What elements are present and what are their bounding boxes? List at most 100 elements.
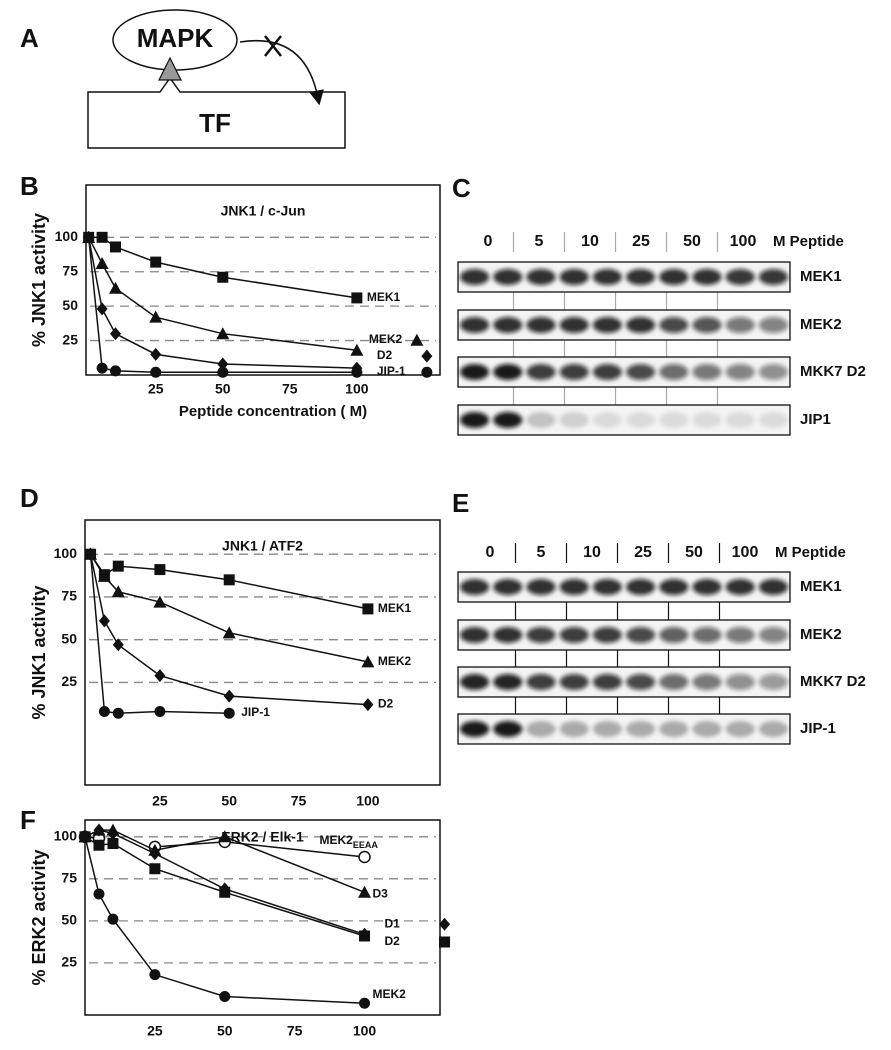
legend-marker — [439, 936, 451, 948]
y-tick-label: 25 — [61, 673, 77, 689]
tf-box — [87, 76, 346, 149]
band — [692, 364, 722, 380]
band — [692, 674, 722, 690]
series-line — [89, 553, 369, 663]
x-tick-label: 25 — [148, 381, 164, 397]
band — [459, 674, 490, 690]
data-point — [97, 569, 111, 582]
band — [526, 627, 556, 643]
legend-marker — [421, 366, 433, 378]
band — [758, 721, 789, 737]
data-point — [150, 347, 162, 361]
x-tick-label: 100 — [353, 1023, 377, 1039]
data-point — [107, 826, 119, 840]
data-point — [216, 327, 230, 340]
lane-label: 0 — [486, 544, 495, 561]
band — [559, 317, 589, 333]
band — [493, 579, 523, 595]
band — [758, 579, 789, 595]
panel-label: B — [20, 171, 39, 201]
band — [625, 412, 656, 428]
data-point — [85, 548, 97, 560]
data-point — [359, 997, 371, 1009]
lane-label: 25 — [634, 544, 652, 561]
x-tick-label: 75 — [282, 381, 298, 397]
x-tick-label: 75 — [287, 1023, 303, 1039]
data-point — [98, 614, 110, 628]
band — [493, 627, 523, 643]
lane-label: 0 — [484, 233, 493, 250]
plot-frame — [85, 184, 441, 376]
band — [625, 364, 656, 380]
series-name: D3 — [373, 886, 389, 900]
chart-title: JNK1 / c-Jun — [221, 203, 306, 219]
series-line — [84, 836, 365, 1004]
lane-label: 100 — [732, 544, 759, 561]
band — [526, 269, 556, 285]
y-axis-label: % JNK1 activity — [29, 213, 49, 347]
band — [659, 627, 689, 643]
series-line — [87, 237, 357, 369]
series-label: MEK1 — [367, 290, 401, 304]
plot-frame — [84, 819, 441, 1016]
y-tick-label: 50 — [61, 912, 77, 928]
series-name: MEK2 — [320, 833, 354, 847]
data-point — [217, 366, 229, 378]
y-axis-label: % JNK1 activity — [29, 585, 49, 719]
series-name: D1 — [385, 916, 401, 930]
data-point — [98, 705, 110, 717]
data-point — [154, 669, 166, 683]
data-point — [217, 271, 229, 283]
y-tick-label: 75 — [62, 262, 78, 278]
band — [625, 269, 656, 285]
series-label: MEK2 — [373, 987, 407, 1001]
band — [692, 579, 722, 595]
band — [559, 721, 589, 737]
y-tick-label: 50 — [61, 630, 77, 646]
lane-label: 25 — [632, 233, 650, 250]
y-tick-label: 100 — [54, 828, 78, 844]
band — [758, 412, 789, 428]
band — [459, 412, 490, 428]
legend-marker — [439, 917, 451, 931]
series-label: JIP-1 — [377, 364, 406, 378]
data-point — [219, 991, 231, 1003]
chart-title: ERK2 / Elk-1 — [221, 829, 304, 845]
data-point — [358, 850, 371, 864]
band — [559, 674, 589, 690]
band — [625, 721, 656, 737]
series-name: MEK1 — [378, 601, 412, 615]
band — [725, 579, 755, 595]
data-point — [93, 888, 105, 900]
data-point — [217, 357, 229, 371]
data-point — [149, 969, 161, 981]
block-mark — [264, 35, 282, 57]
series-name: JIP-1 — [241, 705, 270, 719]
data-point — [150, 366, 162, 378]
data-point — [361, 655, 375, 668]
band — [758, 364, 789, 380]
unit-label: M Peptide — [773, 233, 844, 250]
data-point — [150, 256, 162, 268]
lane-label: 5 — [535, 233, 544, 250]
lane-label: 50 — [685, 544, 703, 561]
series-label: MEK2EEAA — [320, 833, 379, 850]
unit-label: M Peptide — [775, 544, 846, 561]
series-label: JIP-1 — [241, 705, 270, 719]
diagram: MAPK TF — [87, 9, 346, 149]
band — [592, 317, 623, 333]
series-line — [89, 554, 368, 706]
data-point — [154, 705, 166, 717]
data-point — [93, 823, 105, 837]
series-name: D2 — [378, 697, 394, 711]
panel-label: D — [20, 483, 39, 513]
series-name: MEK2 — [378, 654, 412, 668]
series-name: MEK1 — [367, 290, 401, 304]
row-label: MEK2 — [800, 316, 842, 333]
lane-label: 100 — [730, 233, 757, 250]
band — [493, 674, 523, 690]
band — [559, 364, 589, 380]
legend-marker — [410, 333, 424, 346]
band — [692, 269, 722, 285]
series-line — [87, 237, 357, 373]
